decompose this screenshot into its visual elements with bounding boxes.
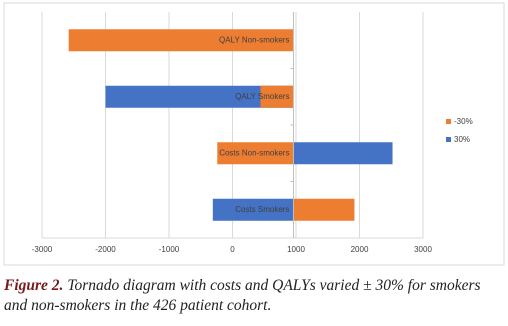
- legend-swatch: [446, 119, 451, 124]
- x-tick-label: 1000: [287, 245, 305, 254]
- chart-frame: [3, 2, 505, 266]
- legend-label: -30%: [454, 117, 473, 126]
- bar: [105, 85, 294, 108]
- chart: -3000 -2000 -1000 0 1000 2000 3000 QALY Non-smo…: [3, 2, 505, 266]
- category-label: QALY Smokers: [235, 92, 289, 101]
- x-tick-label: 3000: [414, 245, 432, 254]
- x-tick-label: 2000: [351, 245, 369, 254]
- caption: Figure 2. Tornado diagram with costs and…: [4, 276, 504, 316]
- bar: [68, 29, 294, 52]
- legend-label: 30%: [454, 135, 470, 144]
- legend-swatch: [446, 137, 451, 142]
- bar: [293, 142, 393, 165]
- bar: [212, 198, 294, 221]
- x-tick-label: -2000: [95, 245, 116, 254]
- caption-label: Figure 2.: [4, 277, 64, 294]
- category-label: QALY Non-smokers: [219, 35, 289, 44]
- x-tick-label: -3000: [32, 245, 53, 254]
- x-tick-label: -1000: [159, 245, 180, 254]
- caption-text: Tornado diagram with costs and QALYs var…: [4, 277, 481, 314]
- category-label: Costs Non-smokers: [219, 148, 289, 157]
- bar: [260, 85, 294, 108]
- bar: [217, 142, 294, 165]
- x-tick-label: 0: [230, 245, 235, 254]
- bar: [293, 198, 355, 221]
- category-label: Costs Smokers: [235, 205, 289, 214]
